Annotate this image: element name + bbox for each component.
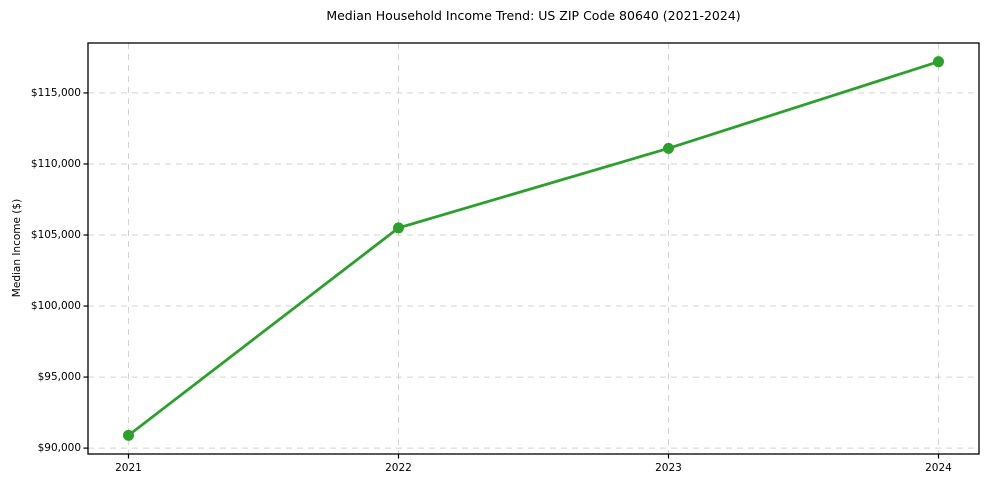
x-tick-label-2023: 2023 [655,462,682,474]
plot-border [87,42,980,455]
data-point-2022 [393,222,404,234]
data-point-2024 [933,56,944,68]
y-tick-label-90000: $90,000 [37,442,81,455]
y-tick-label-95000: $95,000 [37,371,81,384]
x-tick-label-2024: 2024 [925,462,952,474]
chart-title: Median Household Income Trend: US ZIP Co… [326,8,741,23]
y-tick-label-105000: $105,000 [30,229,81,241]
income-trend-line [127,60,940,437]
y-tick-label-100000: $100,000 [30,300,81,313]
y-tick-label-110000: $110,000 [30,157,81,170]
x-tick-label-2021: 2021 [115,462,142,474]
x-tick-label-2022: 2022 [385,462,412,474]
grid-lines [88,43,979,454]
axis-tick-marks [83,92,940,459]
y-tick-label-115000: $115,000 [30,86,81,99]
data-point-2021 [123,429,134,441]
data-point-2023 [663,142,674,154]
